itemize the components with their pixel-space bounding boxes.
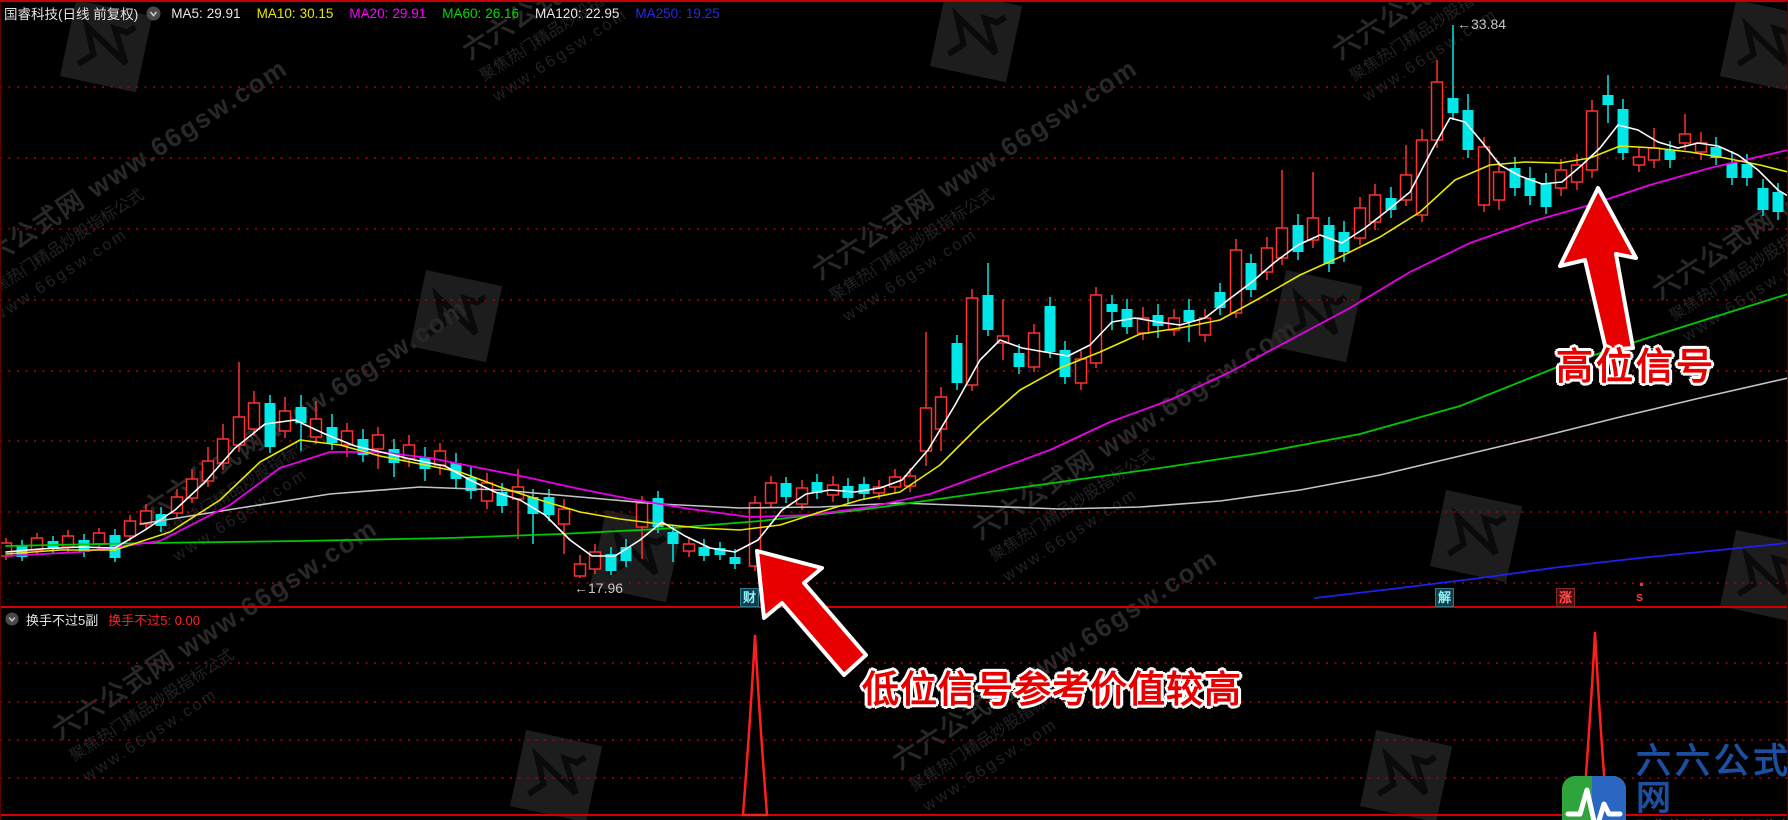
- stock-title: 国睿科技(日线 前复权): [4, 7, 139, 22]
- ma-line-ma5: [5, 117, 1788, 557]
- ma-line-ma10: [5, 145, 1788, 555]
- waveform-logo-icon: [1562, 775, 1626, 820]
- watermark-tile: [59, 0, 153, 93]
- ma120-legend: MA120: 22.95: [535, 5, 620, 21]
- ma250-legend: MA250: 19.25: [635, 5, 720, 21]
- signal-badge: 涨: [1555, 588, 1576, 607]
- watermark-tile: [1359, 730, 1453, 820]
- price-label: ←33.84: [1457, 16, 1507, 32]
- ma20-legend: MA20: 29.91: [349, 5, 427, 21]
- ma-line-ma60: [5, 293, 1788, 547]
- annotation-high: 高位信号: [1556, 346, 1716, 387]
- ma-line-ma20: [5, 149, 1788, 557]
- low-signal-arrow: [755, 549, 868, 677]
- dot-mark: [1639, 583, 1643, 586]
- ma-line-ma120: [139, 377, 1788, 525]
- signal-badge: 财: [739, 588, 760, 607]
- chart-header-bar: 国睿科技(日线 前复权) MA5: 29.91 MA10: 30.15 MA20: 2…: [4, 3, 736, 23]
- logo-brand-text: 六六公式网: [1636, 742, 1788, 818]
- site-logo: 六六公式网 聚焦热门精品炒股指标公式 www.66gsw.com: [1562, 742, 1788, 820]
- ma60-legend: MA60: 26.16: [442, 5, 520, 21]
- ma-line-ma250: [1314, 542, 1788, 599]
- candles-layer: [0, 25, 1784, 578]
- annotation-low: 低位信号参考价值较高: [862, 669, 1242, 710]
- watermark-tile: [1429, 490, 1523, 583]
- ma10-legend: MA10: 30.15: [256, 5, 334, 21]
- signal-spike: [741, 634, 769, 817]
- chevron-down-circle-icon[interactable]: [146, 6, 161, 21]
- indicator-title: 换手不过5副: [26, 612, 99, 628]
- gridlines: [0, 86, 1788, 779]
- watermark-tile: [589, 510, 683, 603]
- price-label: ←17.96: [574, 580, 624, 596]
- watermark-tile: [929, 0, 1023, 83]
- high-signal-arrow: [1558, 186, 1638, 352]
- ma5-legend: MA5: 29.91: [171, 5, 241, 21]
- signal-spike: [1581, 631, 1609, 817]
- indicator-header-bar: 换手不过5副 换手不过5: 0.00: [5, 610, 200, 628]
- chevron-down-circle-icon[interactable]: [5, 611, 20, 627]
- signal-badge: 解: [1434, 588, 1455, 607]
- signal-badge: s: [1634, 583, 1645, 605]
- indicator-value: 换手不过5: 0.00: [108, 612, 200, 628]
- watermark-tile: [509, 730, 603, 820]
- watermark-tile: [409, 270, 503, 363]
